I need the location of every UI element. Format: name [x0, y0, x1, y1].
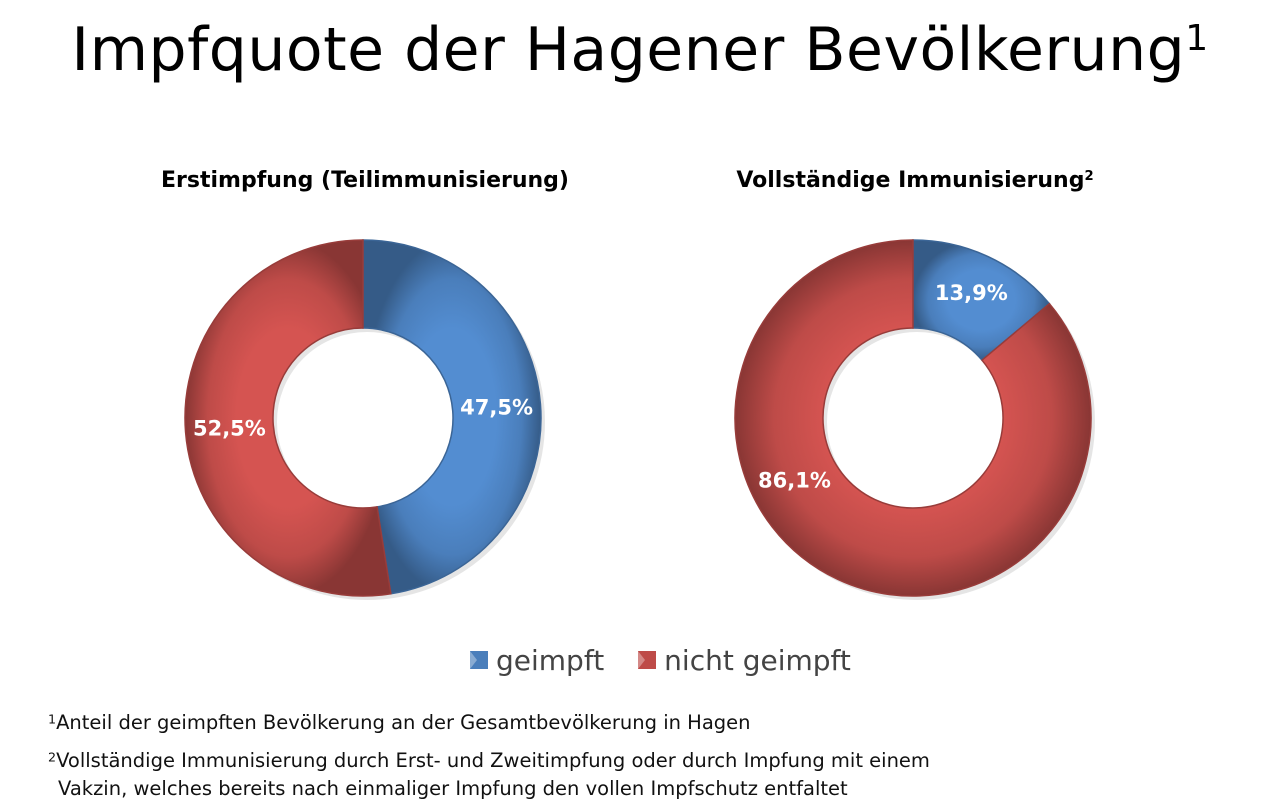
chart-title-full-immunization: Vollständige Immunisierung2 — [660, 168, 1170, 193]
donut-slice-not-vaccinated — [734, 239, 1092, 597]
donut-chart-first-dose: 47,5% 52,5% — [184, 239, 545, 600]
footnote-1: 1Anteil der geimpften Bevölkerung an der… — [48, 710, 751, 736]
donut-label-vaccinated: 47,5% — [460, 395, 533, 419]
footnote-1-marker: 1 — [48, 711, 57, 727]
donut-chart-full-immunization: 13,9% 86,1% — [734, 239, 1095, 600]
footnote-2-continued-text: Vakzin, welches bereits nach einmaliger … — [58, 777, 848, 800]
legend-label-vaccinated: geimpft — [496, 643, 605, 677]
footnote-2-text: Vollständige Immunisierung durch Erst- u… — [56, 749, 930, 772]
legend: geimpft nicht geimpft — [470, 640, 885, 680]
legend-swatch-not-vaccinated — [638, 651, 657, 669]
donut-slice-not-vaccinated — [184, 239, 392, 597]
slide-title-text: Impfquote der Hagener Bevölkerung — [71, 15, 1186, 85]
legend-item-vaccinated: geimpft — [470, 644, 604, 677]
footnote-2-marker: 2 — [48, 749, 57, 765]
slide-title: Impfquote der Hagener Bevölkerung1 — [0, 10, 1280, 90]
donut-label-not-vaccinated: 52,5% — [193, 417, 266, 441]
footnote-2-continued: Vakzin, welches bereits nach einmaliger … — [58, 776, 848, 802]
chart-title-first-dose-text: Erstimpfung (Teilimmunisierung) — [161, 168, 569, 193]
slide-title-footnote-marker: 1 — [1185, 18, 1209, 60]
legend-swatch-vaccinated — [470, 651, 488, 669]
footnote-2: 2Vollständige Immunisierung durch Erst- … — [48, 748, 930, 774]
chart-title-full-immunization-marker: 2 — [1084, 168, 1094, 184]
legend-label-not-vaccinated: nicht geimpft — [664, 643, 851, 677]
donut-slice-vaccinated — [362, 239, 542, 595]
legend-item-not-vaccinated: nicht geimpft — [638, 644, 851, 677]
chart-title-first-dose: Erstimpfung (Teilimmunisierung) — [110, 168, 620, 193]
donut-label-vaccinated: 13,9% — [935, 281, 1008, 305]
chart-title-full-immunization-text: Vollständige Immunisierung — [736, 168, 1085, 193]
footnote-1-text: Anteil der geimpften Bevölkerung an der … — [56, 711, 751, 734]
donut-label-not-vaccinated: 86,1% — [758, 468, 831, 492]
